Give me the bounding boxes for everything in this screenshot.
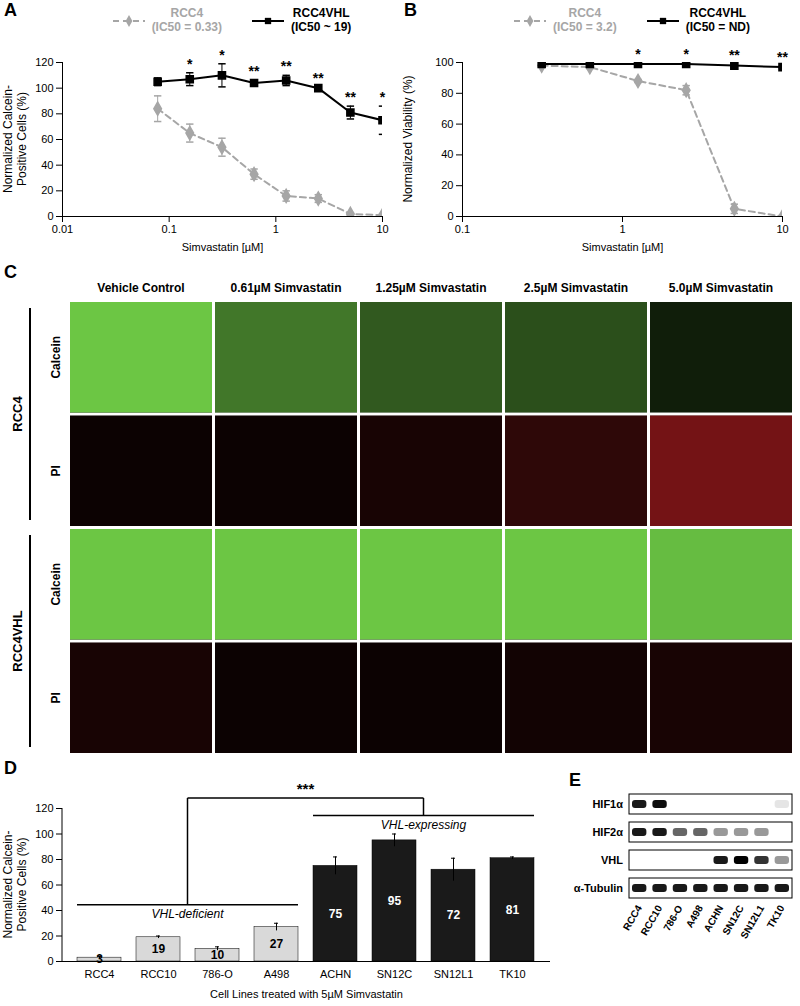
html-text:C: C	[4, 262, 17, 282]
svg-text:***: ***	[297, 780, 315, 797]
svg-text:10: 10	[376, 223, 388, 235]
svg-text:40: 40	[41, 904, 53, 916]
svg-text:A498: A498	[683, 903, 706, 930]
svg-text:Vehicle Control: Vehicle Control	[97, 281, 184, 295]
svg-text:0.1: 0.1	[455, 223, 470, 235]
svg-text:72: 72	[447, 908, 461, 922]
svg-text:75: 75	[329, 907, 343, 921]
svg-text:0: 0	[447, 210, 453, 222]
svg-text:Normalized Calcein-Positive Ce: Normalized Calcein-Positive Cells (%)	[1, 830, 29, 938]
svg-text:SN12C: SN12C	[377, 968, 413, 980]
svg-text:20: 20	[41, 930, 53, 942]
svg-text:*: *	[380, 89, 386, 105]
svg-text:1: 1	[273, 223, 279, 235]
svg-text:27: 27	[270, 937, 284, 951]
svg-text:80: 80	[41, 107, 53, 119]
svg-text:RCC4VHL: RCC4VHL	[10, 610, 25, 671]
svg-text:VHL: VHL	[601, 854, 623, 866]
svg-text:PI: PI	[49, 692, 63, 703]
svg-text:*: *	[219, 47, 225, 63]
svg-text:20: 20	[41, 184, 53, 196]
svg-text:80: 80	[41, 853, 53, 865]
svg-text:3: 3	[96, 952, 103, 966]
html-text:B: B	[404, 0, 417, 20]
svg-text:60: 60	[41, 133, 53, 145]
svg-text:Calcein: Calcein	[49, 336, 63, 379]
svg-text:Cell Lines treated with 5µM Si: Cell Lines treated with 5µM Simvastatin	[210, 988, 403, 1000]
svg-text:Calcein: Calcein	[49, 563, 63, 606]
svg-text:HIF2α: HIF2α	[592, 826, 623, 838]
svg-text:0.1: 0.1	[162, 223, 177, 235]
svg-text:80: 80	[441, 87, 453, 99]
svg-text:*: *	[635, 46, 641, 62]
html-text:RCC4: RCC4	[568, 6, 602, 21]
svg-text:786-O: 786-O	[661, 903, 685, 933]
html-text:A: A	[4, 0, 17, 20]
svg-text:100: 100	[435, 56, 453, 68]
svg-text:1: 1	[619, 223, 625, 235]
svg-text:TK10: TK10	[765, 903, 787, 930]
svg-text:**: **	[313, 70, 324, 86]
svg-text:**: **	[729, 47, 740, 63]
svg-text:**: **	[777, 49, 788, 65]
svg-text:SN12C: SN12C	[720, 903, 746, 937]
svg-text:10: 10	[211, 948, 225, 962]
svg-text:120: 120	[35, 56, 53, 68]
svg-text:RCC4: RCC4	[85, 968, 115, 980]
svg-text:VHL-deficient: VHL-deficient	[151, 907, 224, 921]
svg-text:VHL-expressing: VHL-expressing	[381, 818, 467, 832]
svg-text:RCC4: RCC4	[620, 903, 644, 933]
svg-text:SN12L1: SN12L1	[434, 968, 474, 980]
svg-text:HIF1α: HIF1α	[592, 798, 623, 810]
svg-text:0.01: 0.01	[52, 223, 73, 235]
html-text:RCC4VHL: RCC4VHL	[689, 6, 747, 21]
svg-text:95: 95	[388, 894, 402, 908]
svg-text:**: **	[281, 58, 292, 74]
svg-text:1.25µM Simvastatin: 1.25µM Simvastatin	[376, 281, 487, 295]
svg-text:0: 0	[47, 955, 53, 967]
html-text:RCC4VHL: RCC4VHL	[292, 6, 350, 21]
svg-text:100: 100	[35, 82, 53, 94]
svg-text:60: 60	[441, 118, 453, 130]
svg-text:*: *	[683, 46, 689, 62]
svg-text:Normalized Viability (%): Normalized Viability (%)	[401, 75, 415, 202]
svg-text:*: *	[187, 56, 193, 72]
svg-text:α-Tubulin: α-Tubulin	[574, 882, 624, 894]
svg-text:20: 20	[441, 179, 453, 191]
svg-text:60: 60	[41, 879, 53, 891]
svg-text:2.5µM Simvastatin: 2.5µM Simvastatin	[524, 281, 628, 295]
svg-text:786-O: 786-O	[202, 968, 233, 980]
svg-text:**: **	[345, 89, 356, 105]
svg-text:ACHN: ACHN	[320, 968, 351, 980]
svg-text:10: 10	[776, 223, 788, 235]
svg-text:0: 0	[47, 210, 53, 222]
html-text:RCC4: RCC4	[170, 6, 204, 21]
svg-text:40: 40	[41, 159, 53, 171]
svg-text:TK10: TK10	[499, 968, 525, 980]
svg-text:5.0µM Simvastatin: 5.0µM Simvastatin	[669, 281, 773, 295]
html-text:E: E	[569, 770, 581, 790]
svg-text:120: 120	[35, 802, 53, 814]
svg-text:RCC10: RCC10	[140, 968, 176, 980]
svg-text:SN12L1: SN12L1	[738, 903, 766, 941]
html-text:D: D	[4, 758, 17, 778]
html-text:(IC50 = ND): (IC50 = ND)	[685, 20, 750, 34]
svg-text:19: 19	[152, 942, 166, 956]
html-text:(IC50 = 3.2): (IC50 = 3.2)	[553, 20, 617, 34]
svg-text:40: 40	[441, 148, 453, 160]
svg-text:Simvastatin [µM]: Simvastatin [µM]	[182, 241, 264, 253]
svg-text:ACHN: ACHN	[701, 903, 726, 934]
svg-text:81: 81	[506, 903, 520, 917]
svg-text:**: **	[249, 63, 260, 79]
svg-text:Normalized Calcein-Positive Ce: Normalized Calcein-Positive Cells (%)	[1, 85, 29, 193]
svg-text:RCC10: RCC10	[638, 903, 664, 937]
svg-text:PI: PI	[49, 465, 63, 476]
html-text:(IC50 ~ 19): (IC50 ~ 19)	[291, 20, 352, 34]
svg-text:100: 100	[35, 828, 53, 840]
svg-text:RCC4: RCC4	[10, 396, 25, 432]
svg-text:Simvastatin [µM]: Simvastatin [µM]	[582, 241, 664, 253]
html-text:(IC50 = 0.33): (IC50 = 0.33)	[151, 20, 222, 34]
svg-text:0.61µM Simvastatin: 0.61µM Simvastatin	[231, 281, 342, 295]
svg-text:A498: A498	[264, 968, 290, 980]
